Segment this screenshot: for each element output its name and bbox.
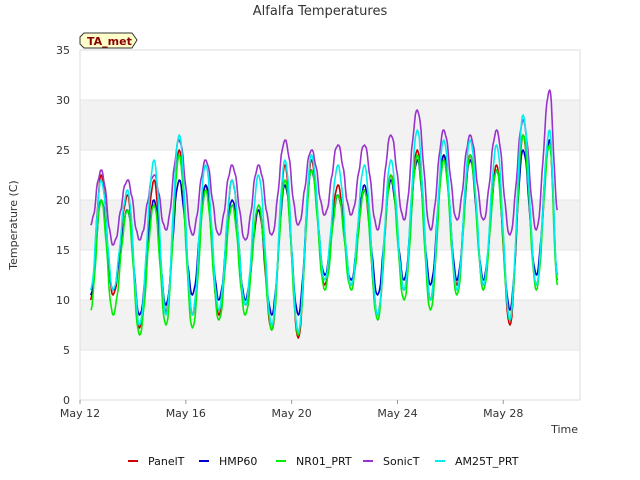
- plot-band: [80, 300, 580, 350]
- x-tick-label: May 12: [60, 407, 100, 420]
- y-axis-label: Temperature (C): [7, 180, 20, 270]
- legend-label: NR01_PRT: [296, 455, 352, 468]
- y-tick-label: 0: [63, 394, 70, 407]
- x-tick-labels: May 12 May 16 May 20 May 24 May 28: [60, 400, 523, 420]
- series-lines: [89, 89, 559, 339]
- series-line-am25t-prt: [89, 114, 559, 333]
- series-line-hmp60: [89, 139, 559, 316]
- x-tick-label: May 16: [166, 407, 206, 420]
- legend-label: PanelT: [148, 455, 185, 468]
- y-tick-labels: 0 5 10 15 20 25 30 35: [56, 44, 70, 407]
- plot-band: [80, 100, 580, 150]
- series-line-sonict: [90, 89, 559, 246]
- badge-label: TA_met: [87, 35, 132, 48]
- plot-frame: [79, 49, 581, 401]
- legend-label: AM25T_PRT: [455, 455, 519, 468]
- series-line-nr01-prt: [90, 134, 559, 336]
- y-tick-label: 15: [56, 244, 70, 257]
- y-tick-label: 20: [56, 194, 70, 207]
- plot-bands: [80, 100, 580, 350]
- x-tick-label: May 20: [272, 407, 312, 420]
- x-tick-label: May 24: [377, 407, 417, 420]
- x-tick-label: May 28: [483, 407, 523, 420]
- legend-label: SonicT: [383, 455, 420, 468]
- x-axis-label: Time: [550, 423, 578, 436]
- y-tick-label: 5: [63, 344, 70, 357]
- y-tick-label: 35: [56, 44, 70, 57]
- badge-shape: [79, 32, 138, 49]
- ta-met-badge: TA_met: [79, 32, 138, 49]
- y-tick-label: 10: [56, 294, 70, 307]
- y-tick-label: 30: [56, 94, 70, 107]
- chart-title: Alfalfa Temperatures: [253, 4, 388, 19]
- y-tick-label: 25: [56, 144, 70, 157]
- legend-label: HMP60: [219, 455, 257, 468]
- legend: PanelT HMP60 NR01_PRT SonicT AM25T_PRT: [128, 455, 519, 468]
